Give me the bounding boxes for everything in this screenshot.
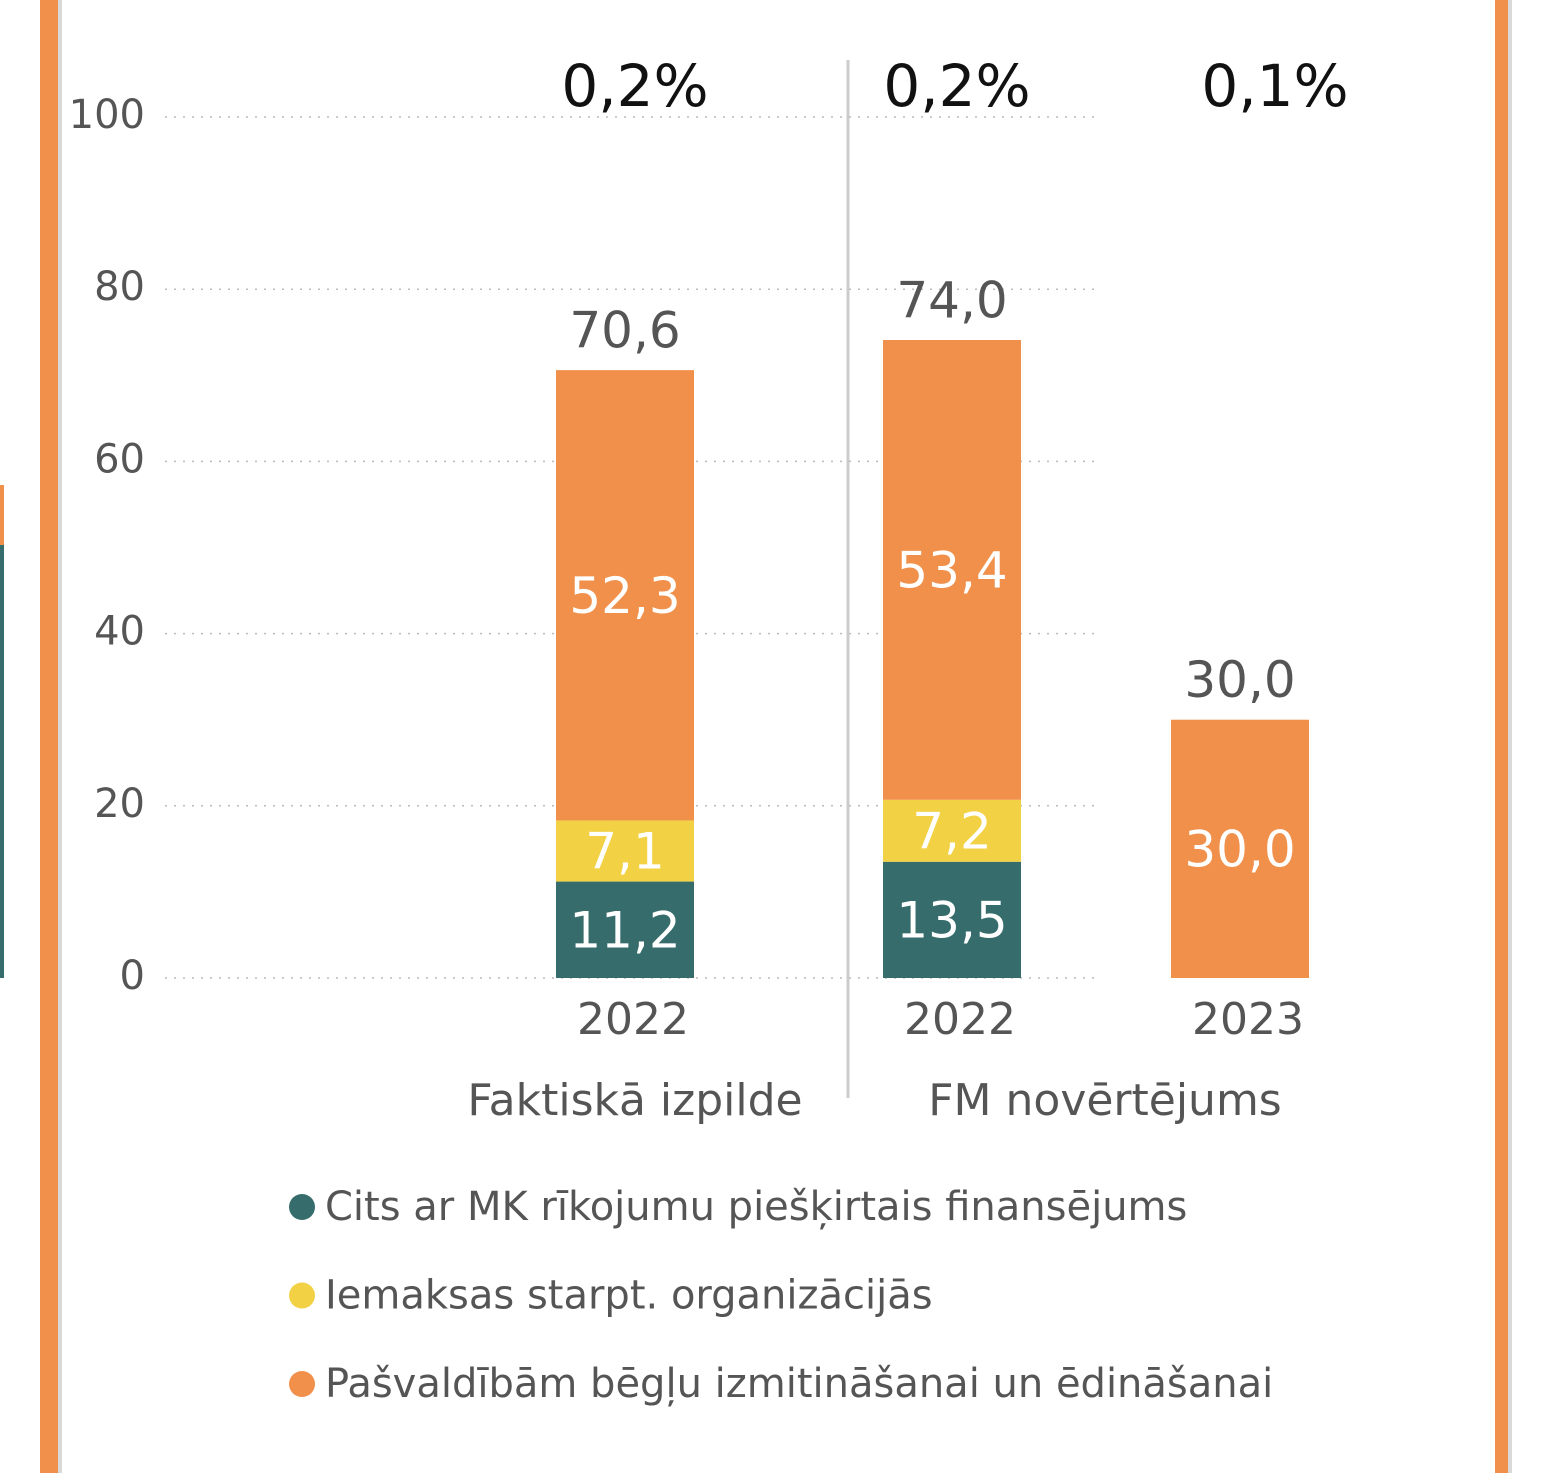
total-label: 74,0	[896, 271, 1007, 329]
x-tick-label: 2022	[904, 994, 1016, 1045]
legend-marker	[289, 1282, 315, 1309]
y-tick-label: 60	[94, 436, 145, 482]
bar-segment	[883, 339, 1021, 800]
legend-marker	[289, 1371, 315, 1397]
y-tick-label: 0	[120, 953, 145, 999]
data-label: 30,0	[1184, 820, 1295, 878]
group-label: Faktiskā izpilde	[467, 1075, 802, 1126]
group-label: FM novērtējums	[928, 1075, 1281, 1126]
data-label: 7,1	[585, 823, 665, 881]
frame-left	[40, 0, 58, 1473]
data-label: 11,2	[569, 901, 680, 959]
x-tick-label: 2023	[1192, 994, 1304, 1045]
bar-segment	[883, 861, 1021, 978]
neighbor-chart-fragment	[0, 545, 4, 978]
top-label: 0,2%	[883, 52, 1030, 120]
bar-segment	[556, 370, 694, 821]
top-label: 0,1%	[1201, 52, 1348, 120]
legend-marker	[289, 1194, 315, 1220]
top-label: 0,2%	[561, 52, 708, 120]
legend-label: Iemaksas starpt. organizācijās	[325, 1273, 933, 1319]
data-label: 7,2	[912, 802, 992, 860]
frame-shadow	[58, 0, 62, 1473]
y-tick-label: 100	[69, 92, 145, 138]
total-label: 70,6	[569, 302, 680, 360]
legend-label: Cits ar MK rīkojumu piešķirtais finansēj…	[325, 1184, 1187, 1230]
bar-segment	[1171, 719, 1309, 978]
data-label: 52,3	[569, 567, 680, 625]
total-label: 30,0	[1184, 651, 1295, 709]
frame-shadow	[1508, 0, 1512, 1473]
y-tick-label: 40	[94, 609, 145, 655]
data-label: 53,4	[896, 541, 1007, 599]
bar-segment	[883, 799, 1021, 862]
x-tick-label: 2022	[577, 994, 689, 1045]
neighbor-chart-fragment	[0, 485, 4, 545]
bar-segment	[556, 881, 694, 978]
frame-right	[1495, 0, 1508, 1473]
data-label: 13,5	[896, 891, 1007, 949]
y-tick-label: 80	[94, 264, 145, 310]
bar-segment	[556, 820, 694, 882]
legend-label: Pašvaldībām bēgļu izmitināšanai un ēdinā…	[325, 1361, 1273, 1407]
y-tick-label: 20	[94, 781, 145, 827]
